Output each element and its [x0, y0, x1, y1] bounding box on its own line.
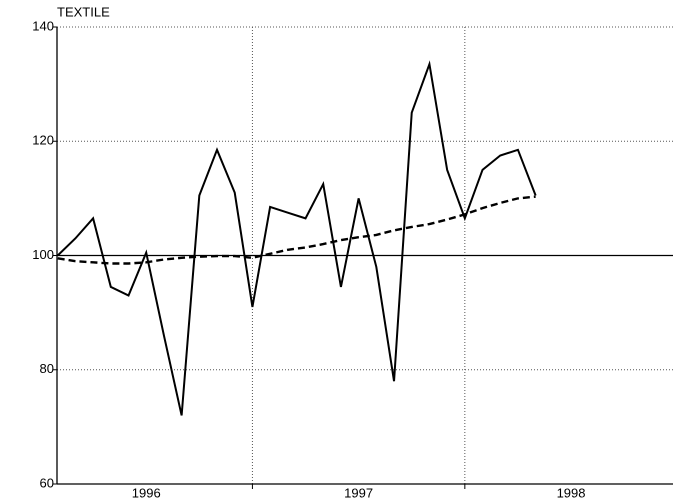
data-line	[57, 195, 536, 265]
y-tick-label: 140	[32, 18, 54, 33]
data-line	[57, 60, 537, 416]
y-tick-label: 80	[40, 361, 54, 376]
y-axis-label: TEXTILE	[57, 4, 110, 19]
y-tick-label: 120	[32, 133, 54, 148]
y-tick-label: 100	[32, 247, 54, 262]
x-tick-label: 1996	[132, 485, 161, 500]
x-tick-label: 1998	[557, 485, 586, 500]
x-tick-label: 1997	[344, 485, 373, 500]
y-tick-label: 60	[40, 475, 54, 490]
